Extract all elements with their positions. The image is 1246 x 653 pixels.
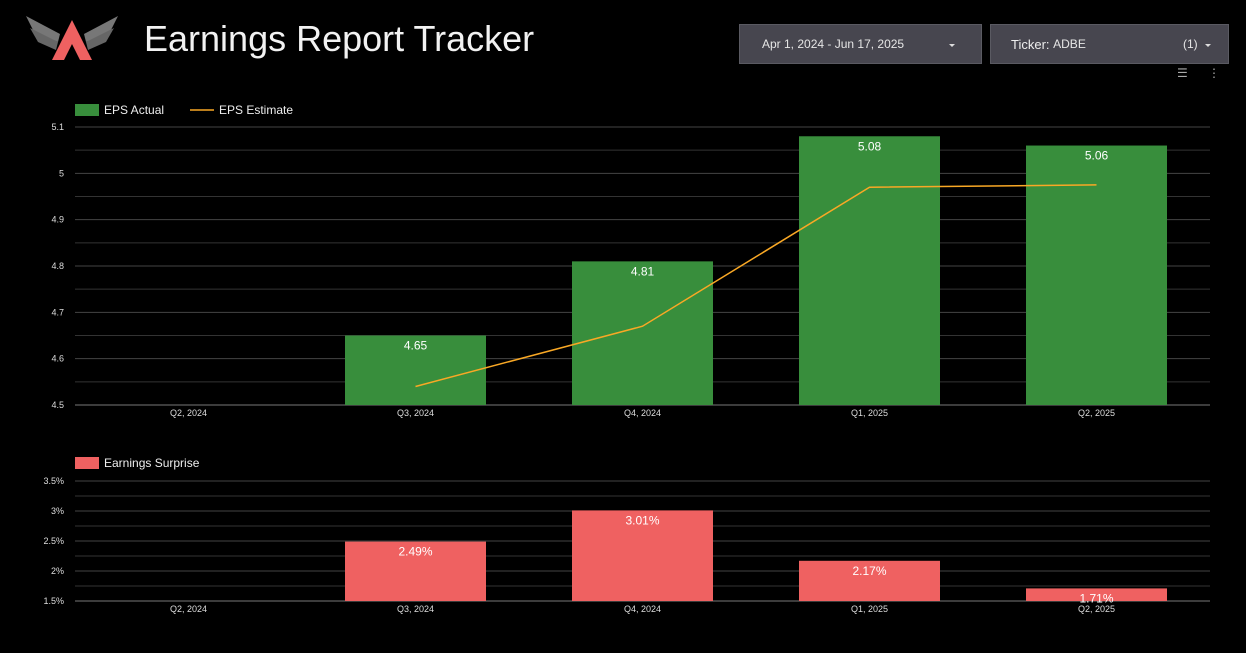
y-tick-label: 5 bbox=[59, 168, 64, 178]
legend-swatch bbox=[75, 104, 99, 116]
x-tick-label: Q2, 2025 bbox=[1078, 408, 1115, 418]
y-tick-label: 3% bbox=[51, 506, 64, 516]
ticker-count: (1) bbox=[1183, 37, 1198, 51]
ticker-value: ADBE bbox=[1053, 37, 1086, 51]
x-tick-label: Q4, 2024 bbox=[624, 604, 661, 614]
x-tick-label: Q3, 2024 bbox=[397, 408, 434, 418]
x-tick-label: Q2, 2025 bbox=[1078, 604, 1115, 614]
data-label: 4.65 bbox=[404, 339, 428, 353]
x-tick-label: Q1, 2025 bbox=[851, 604, 888, 614]
data-label: 2.49% bbox=[398, 545, 432, 559]
logo-icon bbox=[26, 16, 118, 60]
data-label: 5.06 bbox=[1085, 149, 1109, 163]
bar bbox=[345, 541, 486, 601]
y-tick-label: 2.5% bbox=[43, 536, 64, 546]
legend-swatch bbox=[75, 457, 99, 469]
y-tick-label: 1.5% bbox=[43, 596, 64, 606]
legend-label: EPS Actual bbox=[104, 103, 164, 117]
filter-icon[interactable]: ☰ bbox=[1177, 66, 1188, 80]
data-label: 4.81 bbox=[631, 264, 655, 278]
y-tick-label: 4.8 bbox=[51, 261, 64, 271]
y-tick-label: 4.5 bbox=[51, 400, 64, 410]
y-tick-label: 4.9 bbox=[51, 215, 64, 225]
data-label: 5.08 bbox=[858, 139, 882, 153]
legend-label: Earnings Surprise bbox=[104, 456, 200, 470]
chevron-down-icon bbox=[1205, 44, 1211, 47]
date-range-value: Apr 1, 2024 - Jun 17, 2025 bbox=[762, 37, 905, 51]
y-tick-label: 3.5% bbox=[43, 476, 64, 486]
date-range-picker[interactable]: Apr 1, 2024 - Jun 17, 2025 bbox=[739, 24, 982, 64]
x-tick-label: Q2, 2024 bbox=[170, 604, 207, 614]
y-tick-label: 4.6 bbox=[51, 354, 64, 364]
data-label: 2.17% bbox=[852, 564, 886, 578]
page-title: Earnings Report Tracker bbox=[144, 18, 535, 59]
legend-label: EPS Estimate bbox=[219, 103, 293, 117]
bar bbox=[572, 510, 713, 601]
bar bbox=[1026, 145, 1167, 406]
ticker-label: Ticker bbox=[1011, 36, 1046, 52]
more-options-icon[interactable]: ⋮ bbox=[1208, 66, 1220, 80]
x-tick-label: Q3, 2024 bbox=[397, 604, 434, 614]
ticker-filter[interactable]: Ticker: ADBE (1) bbox=[990, 24, 1229, 64]
data-label: 1.71% bbox=[1079, 591, 1113, 605]
data-label: 3.01% bbox=[625, 513, 659, 527]
x-tick-label: Q1, 2025 bbox=[851, 408, 888, 418]
bar bbox=[345, 335, 486, 405]
bar bbox=[799, 560, 940, 601]
x-tick-label: Q4, 2024 bbox=[624, 408, 661, 418]
bar bbox=[1026, 588, 1167, 601]
eps-estimate-line bbox=[415, 184, 1097, 388]
y-tick-label: 4.7 bbox=[51, 307, 64, 317]
x-tick-label: Q2, 2024 bbox=[170, 408, 207, 418]
bar bbox=[799, 136, 940, 405]
y-tick-label: 5.1 bbox=[51, 122, 64, 132]
y-tick-label: 2% bbox=[51, 566, 64, 576]
bar bbox=[572, 261, 713, 405]
chevron-down-icon bbox=[949, 44, 955, 47]
